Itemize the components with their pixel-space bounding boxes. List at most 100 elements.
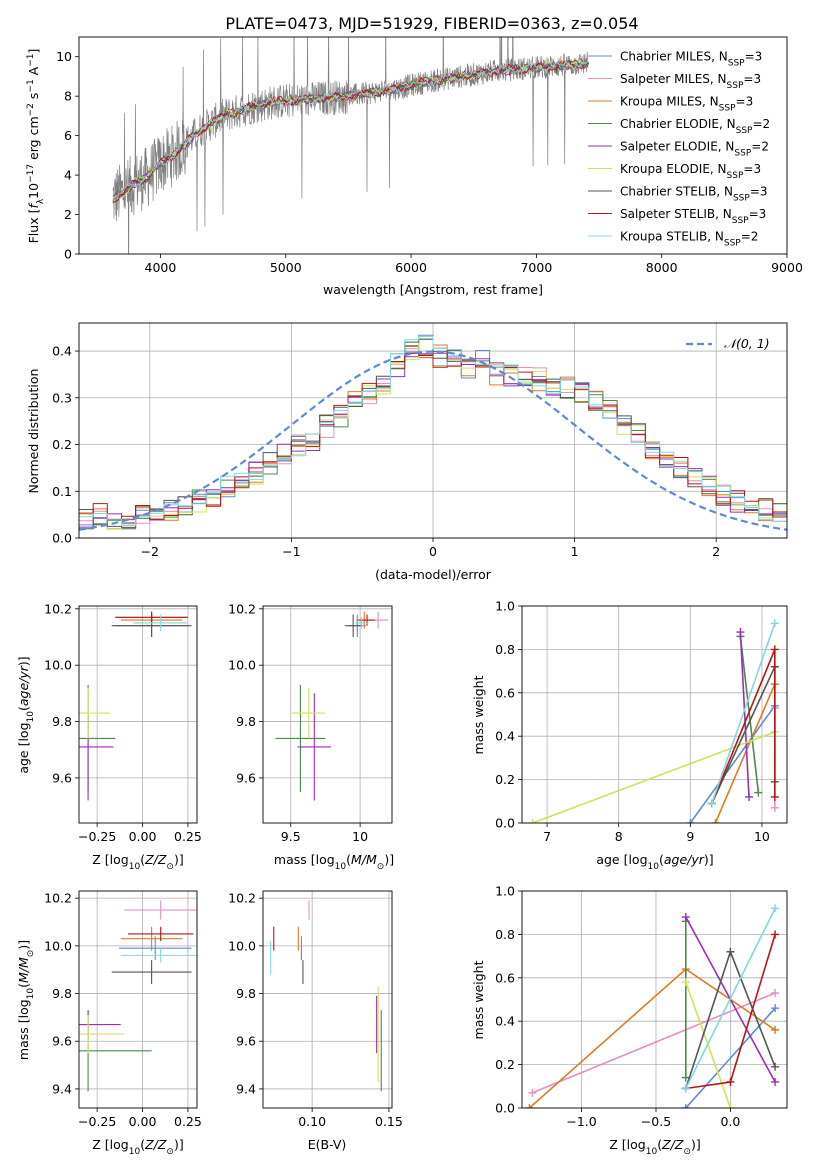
series-line	[532, 992, 776, 1094]
y-tick-label: 9.6	[236, 1034, 256, 1049]
y-tick-label: 9.4	[52, 1081, 72, 1096]
x-axis-label: age [log10(age/yr)]	[596, 852, 713, 872]
plot-area	[79, 334, 787, 531]
plot-area	[270, 900, 382, 1092]
y-tick-label: 0.1	[52, 484, 72, 499]
series-line	[711, 623, 776, 804]
data-point	[745, 792, 754, 801]
axes-frame	[78, 605, 198, 824]
series-line	[689, 705, 776, 823]
legend: Chabrier MILES, NSSP=3 Salpeter MILES, NS…	[588, 50, 770, 249]
data-point	[681, 978, 690, 987]
data-point	[726, 1104, 735, 1108]
spectrum-data-line	[112, 37, 590, 254]
legend-entry: Kroupa STELIB, NSSP=2	[620, 230, 758, 249]
data-point	[770, 645, 779, 654]
y-tick-label: 10.0	[44, 658, 72, 673]
x-tick-label: 0.0	[720, 1114, 740, 1129]
y-tick-label: 0.2	[495, 1057, 515, 1072]
data-point	[528, 1088, 537, 1097]
x-tick-label: 8000	[646, 260, 678, 275]
x-tick-label: 0.25	[174, 829, 202, 844]
data-point	[681, 1104, 690, 1108]
x-tick-label: 9000	[771, 260, 803, 275]
axes-mass_vs_Z: −0.25 0.00 0.25 9.4 9.6 9.8 10.0 10.2 Z [log10(Z…	[16, 890, 202, 1157]
x-tick-label: 0.15	[375, 1114, 403, 1129]
data-point	[681, 1073, 690, 1082]
y-tick-label: 1.0	[495, 599, 515, 614]
axes-weight_vs_Z: −1.0 −0.5 0.0 0.0 0.2 0.4 0.6 0.8 1.0 Z [log10(Z/…	[471, 884, 788, 1157]
y-tick-label: 9.6	[52, 1034, 72, 1049]
x-tick-label: −1	[282, 544, 300, 559]
y-tick-label: 9.8	[236, 714, 256, 729]
x-tick-label: −0.25	[78, 1114, 116, 1129]
x-tick-label: 6000	[395, 260, 427, 275]
x-tick-label: 10	[754, 829, 770, 844]
plot-area	[79, 611, 192, 801]
data-point	[681, 1084, 690, 1093]
legend-entry: Chabrier MILES, NSSP=3	[620, 50, 762, 69]
y-tick-label: 0.3	[52, 390, 72, 405]
y-axis-label: mass [log10(M/M⊙)]	[16, 940, 36, 1060]
series-line	[714, 683, 776, 823]
axes-frame	[521, 890, 788, 1109]
axes-frame	[78, 322, 788, 539]
data-point	[770, 792, 779, 801]
axes-weight_vs_age: 7 8 9 10 0.0 0.2 0.4 0.6 0.8 1.0 age [log10(age/yr…	[471, 599, 788, 872]
data-point	[771, 1077, 780, 1086]
series-line	[685, 1007, 776, 1108]
data-point	[525, 1104, 534, 1108]
data-point	[771, 988, 780, 997]
model-line	[112, 59, 589, 201]
y-tick-label: 10.2	[228, 891, 256, 906]
figure-title: PLATE=0473, MJD=51929, FIBERID=0363, z=0…	[225, 14, 638, 33]
y-tick-label: 6	[64, 128, 72, 143]
y-tick-label: 0.4	[495, 729, 515, 744]
legend-entry: 𝒩(0, 1)	[724, 336, 770, 351]
y-tick-label: 0	[64, 247, 72, 262]
data-point	[726, 947, 735, 956]
y-tick-label: 0.8	[495, 642, 515, 657]
y-tick-label: 10.0	[228, 938, 256, 953]
axes-age_vs_Z: −0.25 0.00 0.25 9.6 9.8 10.0 10.2 Z [log10(Z/Z⊙…	[16, 601, 202, 872]
y-tick-label: 0.6	[495, 970, 515, 985]
axes-frame	[78, 890, 198, 1109]
y-tick-label: 10	[56, 49, 72, 64]
x-tick-label: 0.00	[129, 1114, 157, 1129]
x-tick-label: 7000	[520, 260, 552, 275]
plot-area	[528, 619, 779, 823]
axes-frame	[78, 36, 788, 255]
legend-entry: Kroupa ELODIE, NSSP=3	[620, 162, 761, 181]
plot-area	[112, 37, 590, 254]
x-axis-label: wavelength [Angstrom, rest frame]	[323, 282, 543, 297]
data-point	[771, 904, 780, 913]
y-tick-label: 0.0	[495, 1101, 515, 1116]
y-tick-label: 0.8	[495, 927, 515, 942]
y-tick-label: 0.0	[495, 816, 515, 831]
legend-entry: Kroupa MILES, NSSP=3	[620, 95, 753, 114]
x-tick-label: −0.25	[78, 829, 116, 844]
axes-spectrum: 4000 5000 6000 7000 8000 9000 0 2 4 6 8 10 Chabrier …	[26, 36, 803, 297]
y-tick-label: 9.8	[236, 986, 256, 1001]
model-line	[112, 58, 589, 198]
normal-curve	[79, 350, 787, 531]
legend-entry: Salpeter ELODIE, NSSP=2	[620, 140, 769, 159]
y-tick-label: 0.2	[52, 437, 72, 452]
x-tick-label: −0.5	[641, 1114, 671, 1129]
y-axis-label: mass weight	[471, 960, 486, 1039]
x-tick-label: 9	[686, 829, 694, 844]
series-line	[739, 631, 750, 798]
y-axis-label: Flux [fλ10−17 erg cm−2 s−1 A−1]	[26, 49, 46, 244]
data-point	[770, 619, 779, 628]
y-axis-label: age [log10(age/yr)]	[16, 656, 36, 773]
x-tick-label: 5000	[270, 260, 302, 275]
y-tick-label: 9.8	[52, 986, 72, 1001]
x-axis-label: mass [log10(M/M⊙)]	[274, 852, 394, 872]
x-tick-label: 1	[571, 544, 579, 559]
x-axis-label: Z [log10(Z/Z⊙)]	[92, 1137, 183, 1157]
plot-area	[525, 904, 780, 1108]
x-tick-label: 0.25	[174, 1114, 202, 1129]
data-point	[686, 819, 695, 823]
y-axis-label: Normed distribution	[26, 369, 41, 494]
